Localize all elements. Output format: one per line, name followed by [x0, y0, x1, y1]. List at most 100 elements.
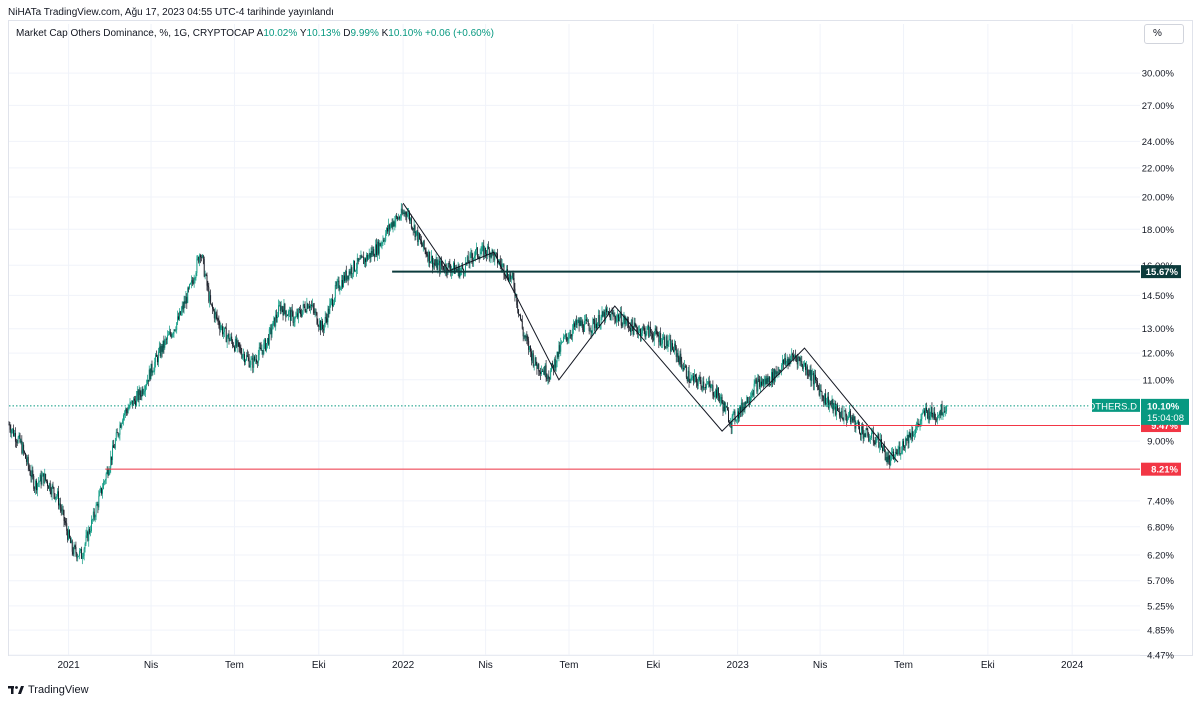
candle-body	[594, 320, 596, 329]
candle-body	[491, 249, 493, 258]
candle-body	[419, 233, 421, 240]
candle-body	[604, 312, 606, 321]
candle-body	[197, 257, 199, 259]
candle-body	[79, 550, 81, 556]
candle-body	[286, 315, 288, 317]
candle-body	[173, 329, 175, 334]
candle-body	[50, 491, 52, 495]
candle-body	[814, 374, 816, 385]
candle-body	[267, 337, 269, 345]
candle-body	[739, 406, 740, 419]
candle-body	[577, 319, 579, 322]
candle-body	[894, 452, 896, 457]
candle-body	[172, 333, 174, 335]
candle-body	[430, 261, 432, 264]
candle-body	[512, 273, 514, 278]
candle-body	[329, 303, 331, 314]
candle-body	[493, 252, 495, 261]
candle-body	[311, 304, 313, 306]
candle-body	[412, 228, 414, 230]
candle-body	[549, 378, 551, 380]
candle-body	[720, 397, 722, 400]
x-tick-label: Nis	[144, 660, 158, 671]
candle-body	[238, 342, 240, 347]
candle-body	[813, 373, 815, 385]
candle-body	[672, 343, 674, 350]
candle-body	[601, 311, 603, 317]
candle-body	[709, 384, 711, 388]
candle-body	[226, 336, 228, 343]
candle-body	[692, 376, 694, 378]
candle-body	[464, 262, 466, 274]
candle-body	[603, 312, 605, 317]
candle-body	[182, 305, 184, 310]
candle-body	[865, 428, 867, 438]
candle-body	[781, 365, 783, 372]
x-tick-label: Eki	[646, 660, 660, 671]
candle-body	[827, 396, 828, 403]
candle-body	[888, 455, 890, 460]
candle-body	[904, 446, 905, 448]
y-tick-label: 6.80%	[1147, 522, 1174, 533]
candle-body	[740, 402, 742, 413]
candle-body	[785, 361, 787, 364]
candle-body	[248, 357, 250, 368]
candle-body	[422, 240, 424, 247]
candle-body	[366, 255, 368, 260]
candle-body	[618, 317, 620, 322]
candle-body	[110, 456, 112, 468]
candle-body	[194, 278, 196, 280]
candle-body	[685, 365, 687, 378]
candle-body	[239, 346, 241, 348]
published-by-text: NiHATa TradingView.com, Ağu 17, 2023 04:…	[8, 7, 334, 18]
candle-body	[152, 372, 154, 373]
candle-body	[344, 275, 345, 282]
candle-body	[187, 288, 189, 303]
candle-body	[495, 252, 497, 254]
candle-body	[905, 438, 907, 441]
candle-body	[121, 423, 123, 428]
candle-body	[282, 309, 284, 316]
candle-body	[823, 397, 825, 404]
candle-body	[426, 254, 428, 256]
candle-body	[253, 356, 255, 368]
candle-body	[801, 361, 803, 366]
candle-body	[54, 493, 56, 499]
candle-body	[237, 340, 239, 343]
candle-body	[715, 389, 717, 397]
legend-change-value: +0.06 (+0.60%)	[425, 28, 494, 39]
candle-body	[291, 309, 293, 313]
candle-body	[746, 397, 748, 405]
legend-high-value: 10.13%	[306, 28, 341, 39]
candle-body	[102, 482, 104, 490]
percent-scale-button[interactable]: %	[1144, 24, 1184, 44]
candle-body	[837, 405, 838, 411]
candle-body	[28, 466, 30, 470]
candle-body	[791, 353, 793, 360]
candle-body	[480, 251, 482, 255]
candle-body	[930, 407, 932, 417]
candle-body	[302, 304, 304, 311]
candle-body	[741, 402, 743, 412]
candle-body	[862, 429, 864, 439]
candle-body	[750, 395, 752, 398]
candle-body	[32, 470, 34, 477]
candle-body	[89, 529, 91, 533]
candle-body	[836, 405, 838, 415]
candle-body	[541, 371, 543, 372]
candle-body	[710, 385, 712, 388]
candle-body	[202, 255, 204, 260]
candle-body	[158, 346, 160, 352]
candle-body	[621, 325, 623, 326]
candle-body	[330, 300, 332, 304]
candle-body	[65, 522, 67, 524]
candle-body	[920, 418, 922, 421]
candle-body	[31, 470, 33, 478]
candle-body	[392, 221, 394, 228]
candle-body	[387, 228, 388, 232]
candle-body	[884, 449, 886, 461]
candle-body	[509, 274, 511, 280]
candle-body	[759, 379, 761, 387]
candle-body	[552, 364, 554, 370]
